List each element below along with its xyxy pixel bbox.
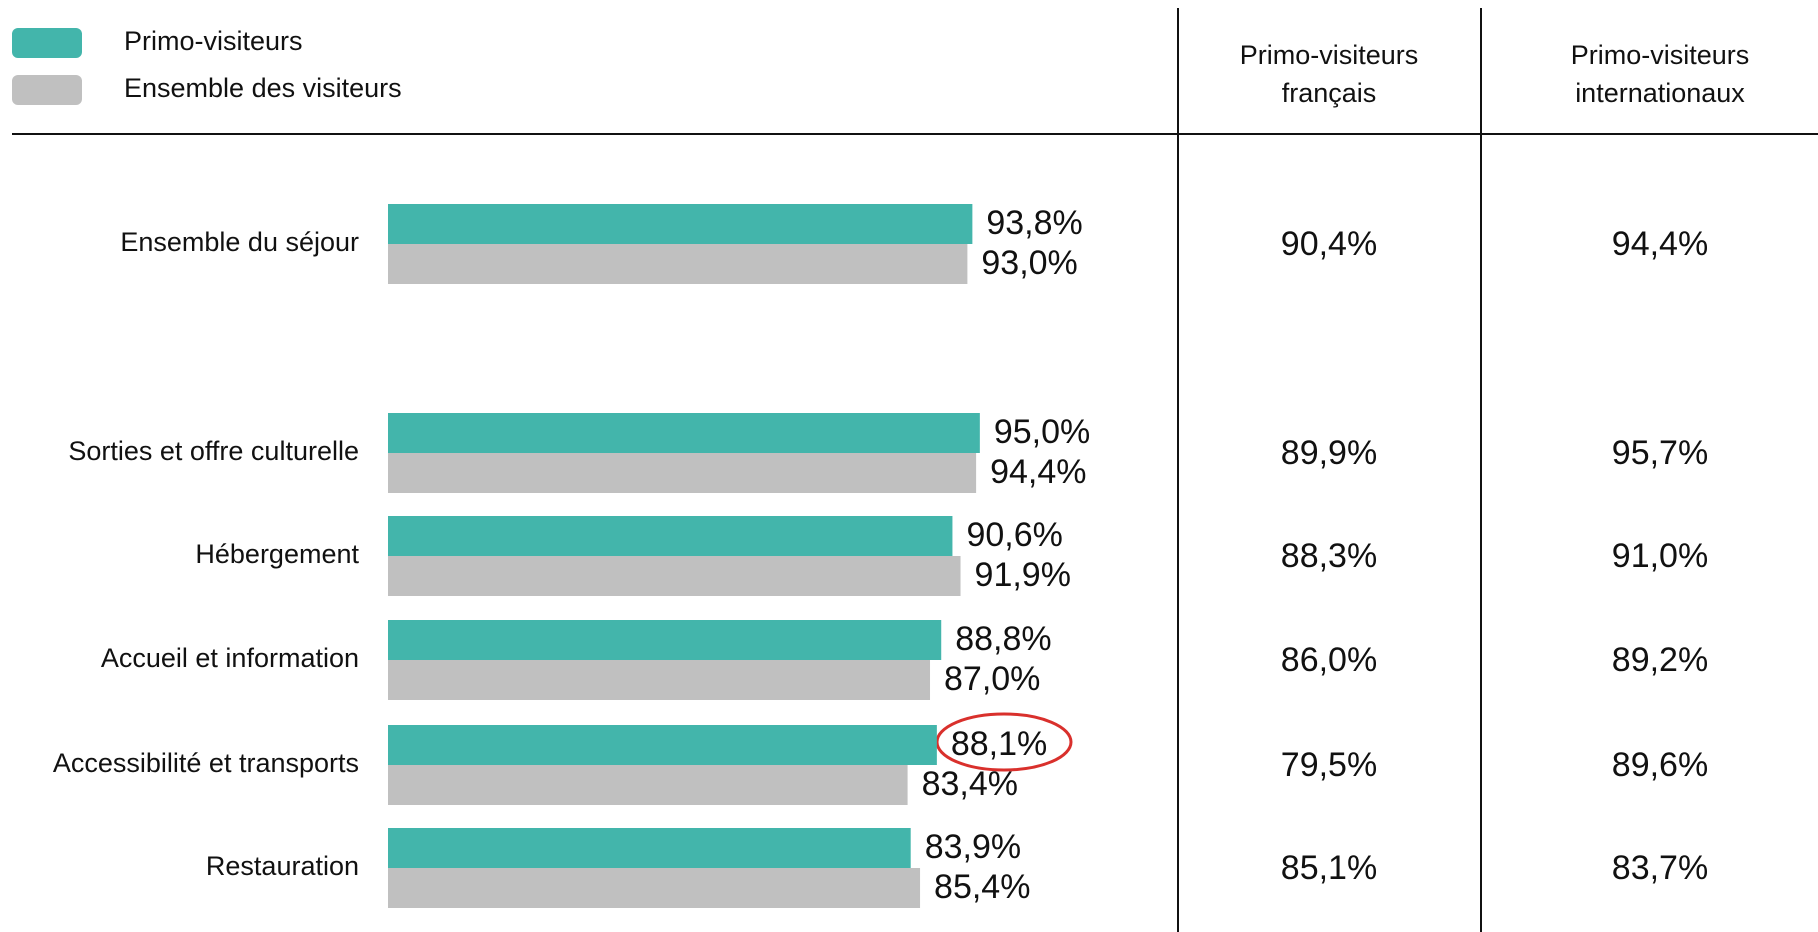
value-label: 83,9% [925, 828, 1021, 866]
value-label: 88,1% [951, 725, 1047, 763]
legend-label: Primo-visiteurs [124, 26, 303, 56]
bar [388, 828, 911, 868]
table-value: 83,7% [1612, 849, 1708, 887]
category-label: Hébergement [195, 539, 359, 569]
value-label: 94,4% [990, 453, 1086, 491]
category-label: Accessibilité et transports [53, 748, 359, 778]
bar [388, 765, 908, 805]
table-value: 89,6% [1612, 746, 1708, 784]
category-label: Restauration [206, 851, 359, 881]
legend-swatch [12, 75, 82, 105]
table-value: 79,5% [1281, 746, 1377, 784]
bar [388, 620, 942, 660]
table-value: 88,3% [1281, 537, 1377, 575]
table-value: 86,0% [1281, 641, 1377, 679]
table-value: 95,7% [1612, 434, 1708, 472]
bar [388, 725, 937, 765]
bar [388, 516, 953, 556]
column-header: Primo-visiteurs internationaux [1570, 40, 1750, 108]
value-label: 91,9% [975, 556, 1071, 594]
category-label: Ensemble du séjour [120, 227, 359, 257]
bar [388, 204, 973, 244]
value-label: 85,4% [934, 868, 1030, 906]
value-label: 87,0% [944, 660, 1040, 698]
value-label: 88,8% [955, 620, 1051, 658]
table-value: 94,4% [1612, 225, 1708, 263]
highlight-circle [935, 712, 1073, 772]
value-label: 93,8% [986, 204, 1082, 242]
legend-label: Ensemble des visiteurs [124, 73, 402, 103]
table-value: 90,4% [1281, 225, 1377, 263]
bar [388, 244, 968, 284]
value-label: 95,0% [994, 413, 1090, 451]
table-value: 85,1% [1281, 849, 1377, 887]
bar [388, 556, 961, 596]
table-value: 89,2% [1612, 641, 1708, 679]
bar [388, 868, 921, 908]
bar [388, 660, 931, 700]
bar [388, 453, 977, 493]
value-label: 83,4% [922, 765, 1018, 803]
legend-swatch [12, 28, 82, 58]
table-value: 91,0% [1612, 537, 1708, 575]
category-label: Accueil et information [101, 643, 359, 673]
value-label: 90,6% [966, 516, 1062, 554]
table-value: 89,9% [1281, 434, 1377, 472]
value-label: 93,0% [981, 244, 1077, 282]
column-header: Primo-visiteurs français [1239, 40, 1419, 108]
bar [388, 413, 980, 453]
category-label: Sorties et offre culturelle [68, 436, 359, 466]
